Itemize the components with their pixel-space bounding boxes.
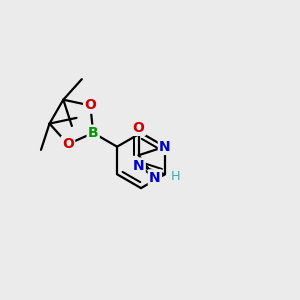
- Text: O: O: [84, 98, 96, 112]
- Text: O: O: [133, 121, 145, 135]
- Text: B: B: [88, 126, 98, 140]
- Text: N: N: [149, 171, 161, 184]
- Text: H: H: [170, 170, 180, 183]
- Text: N: N: [133, 159, 145, 173]
- Text: N: N: [159, 140, 171, 154]
- Text: O: O: [62, 137, 74, 151]
